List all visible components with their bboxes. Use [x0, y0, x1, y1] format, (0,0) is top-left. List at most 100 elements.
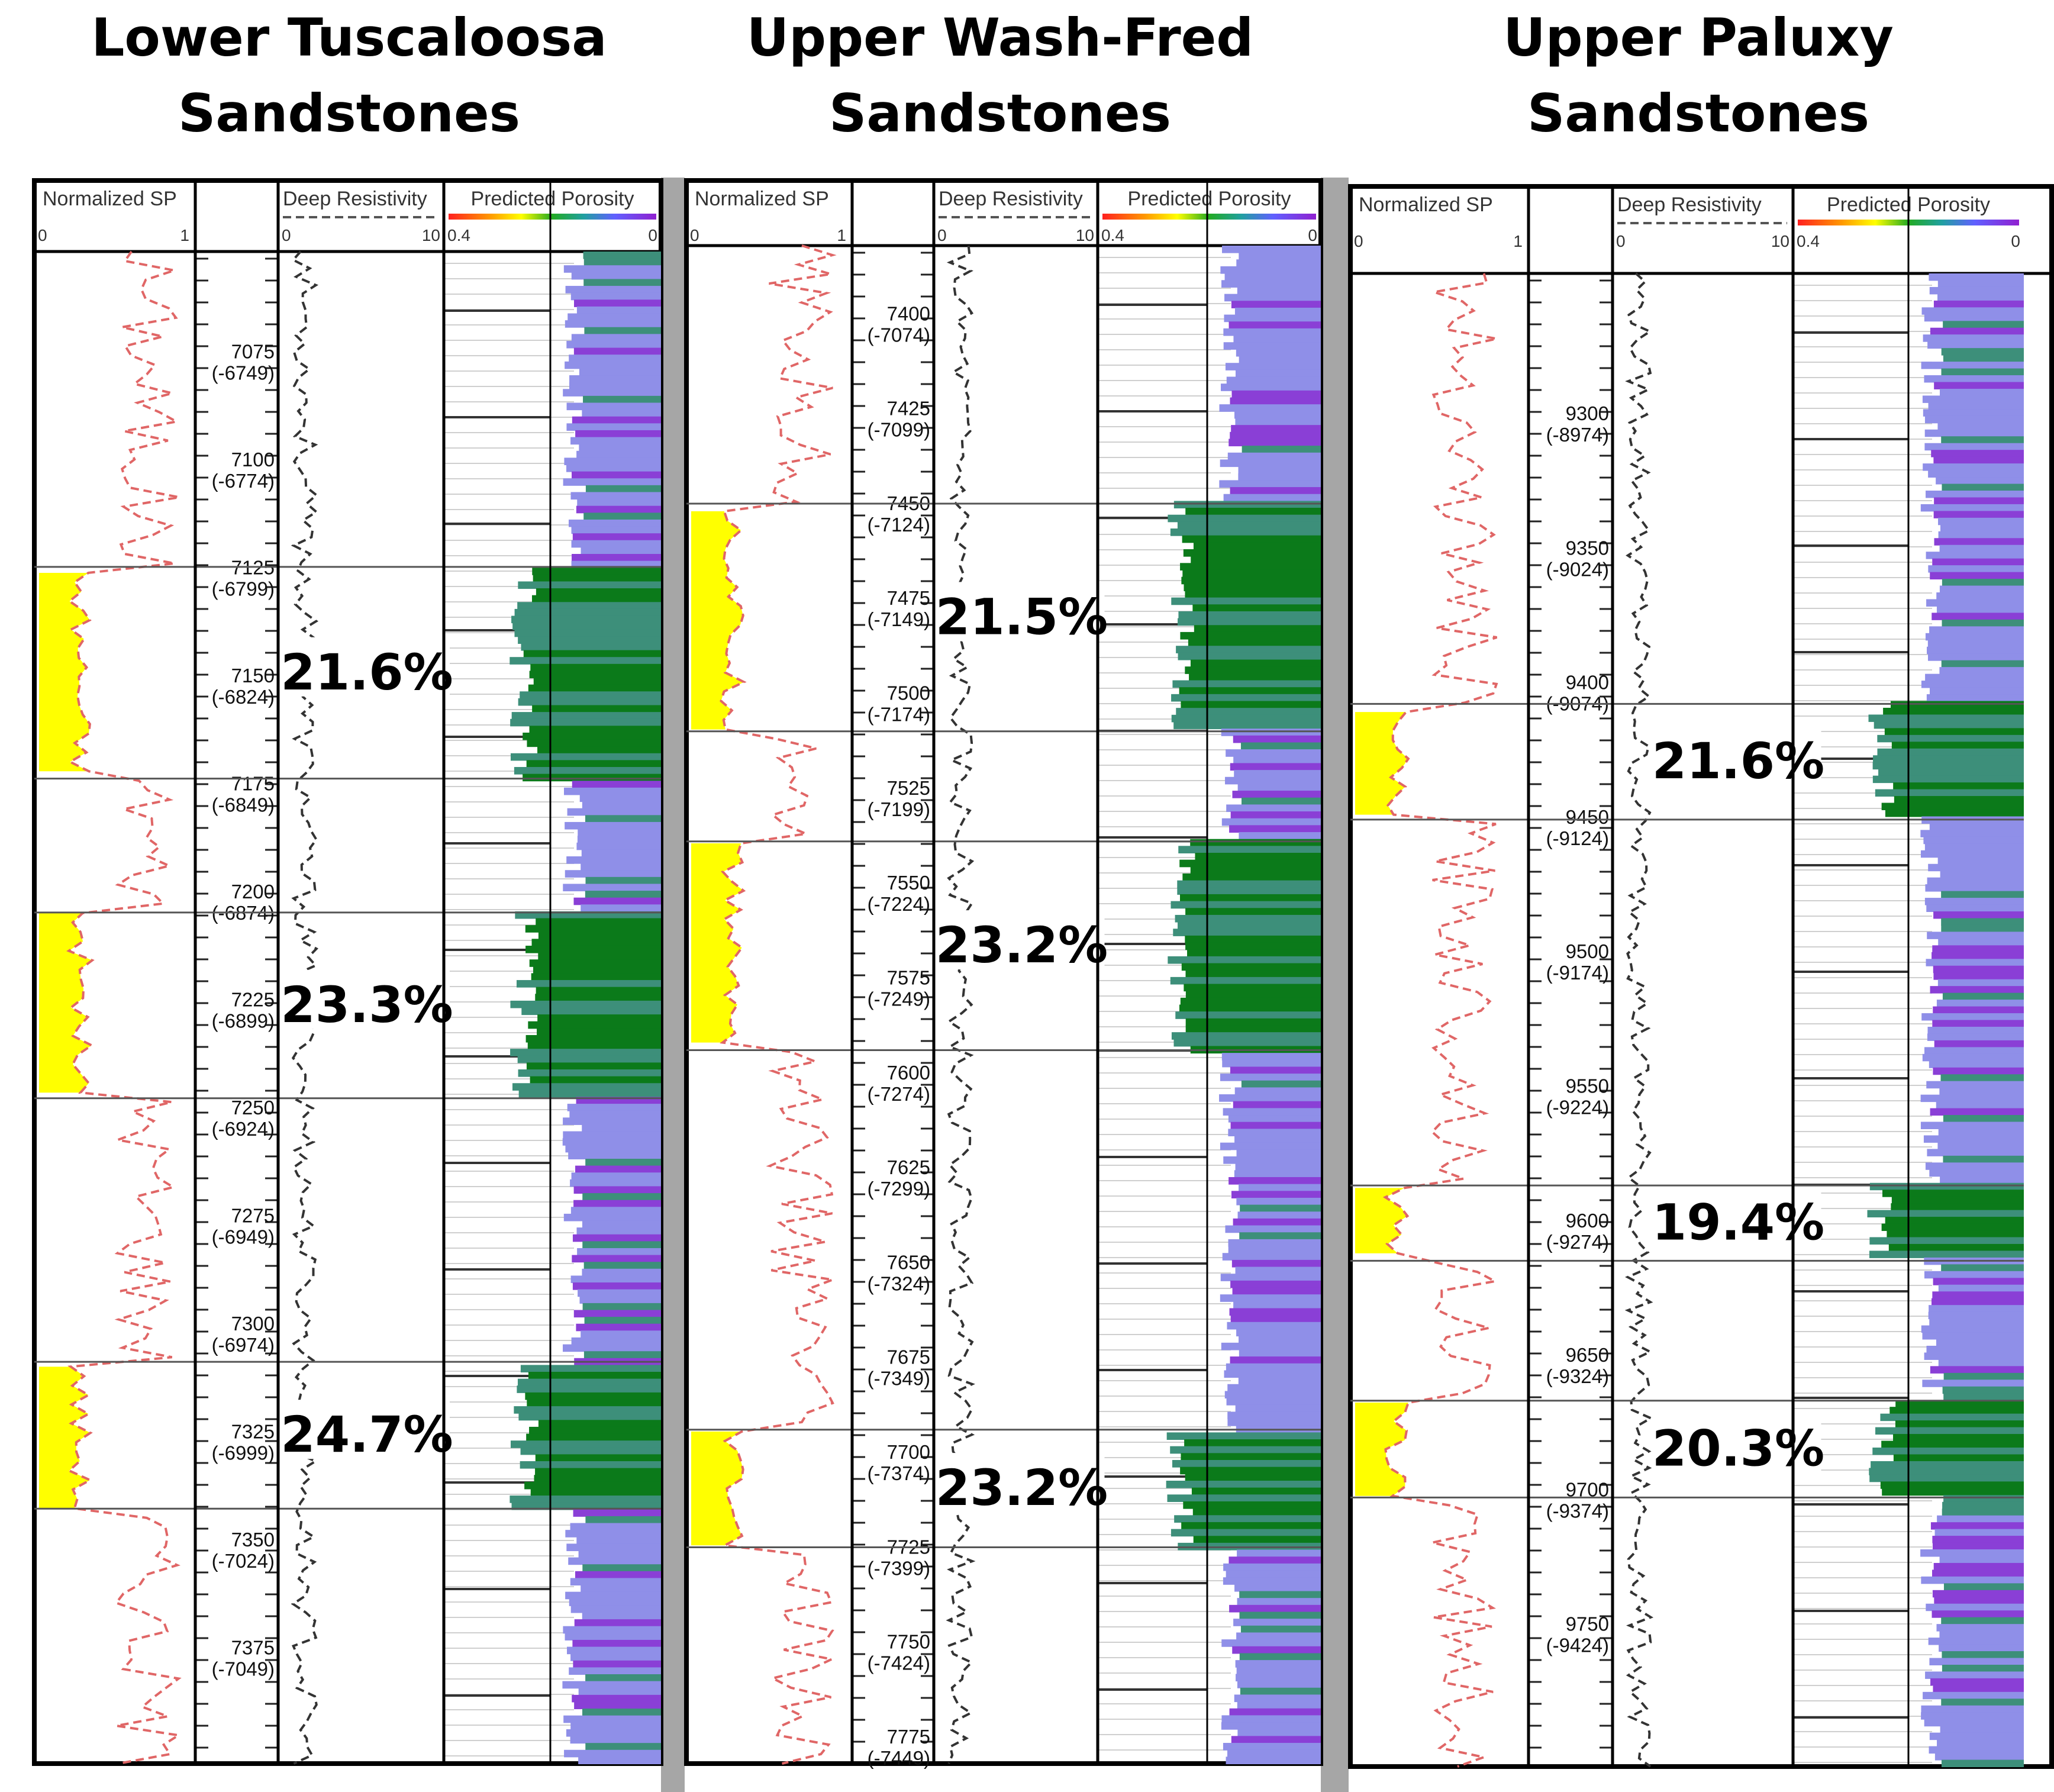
depth-label-tvd: (-7149)	[868, 608, 930, 630]
porosity-band	[517, 1378, 661, 1387]
porosity-band	[564, 1749, 661, 1758]
porosity-band	[1940, 871, 2024, 878]
depth-label-md: 9650	[1566, 1344, 1609, 1366]
porosity-band	[1234, 770, 1321, 778]
porosity-band	[1180, 894, 1321, 902]
porosity-band	[570, 492, 661, 500]
porosity-band	[579, 444, 661, 452]
porosity-band	[1877, 748, 2024, 756]
porosity-band	[518, 1413, 661, 1421]
porosity-band	[583, 513, 661, 520]
porosity-band	[510, 753, 661, 761]
porosity-band	[1927, 877, 2024, 885]
depth-label-tvd: (-9024)	[1546, 558, 1609, 580]
porosity-band	[583, 252, 661, 259]
porosity-band	[523, 773, 661, 782]
porosity-band	[1893, 782, 2024, 790]
porosity-band	[577, 1248, 661, 1256]
porosity-band	[1184, 1439, 1321, 1447]
porosity-band	[1228, 1129, 1321, 1137]
depth-label-tvd: (-7099)	[868, 419, 930, 441]
depth-label-md: 9300	[1566, 402, 1609, 424]
depth-label-md: 7500	[887, 682, 930, 704]
porosity-band	[585, 815, 661, 823]
depth-label-tvd: (-6924)	[212, 1118, 275, 1140]
resistivity-scale-max: 10	[1076, 226, 1094, 244]
porosity-band	[510, 1049, 661, 1056]
porosity-band	[1232, 1287, 1321, 1295]
sp-scale-max: 1	[180, 226, 189, 244]
porosity-band	[1242, 797, 1321, 805]
porosity-band	[563, 1715, 661, 1723]
sp-sand-fill	[39, 572, 90, 772]
sp-sand-fill	[691, 511, 744, 730]
porosity-band	[517, 602, 661, 610]
porosity-band	[1234, 1694, 1321, 1703]
porosity-band	[1926, 490, 2024, 498]
porosity-band	[1932, 952, 2024, 960]
porosity-fill	[1867, 273, 2024, 1767]
porosity-band	[538, 1420, 661, 1427]
porosity-band	[1934, 1597, 2024, 1604]
porosity-band	[570, 1578, 661, 1586]
porosity-band	[518, 698, 661, 706]
porosity-band	[1932, 1020, 2024, 1027]
porosity-band	[1171, 597, 1321, 605]
porosity-band	[1230, 763, 1321, 771]
porosity-band	[1934, 497, 2024, 505]
porosity-band	[577, 836, 661, 843]
porosity-band	[1941, 1759, 2024, 1767]
porosity-band	[1180, 1467, 1321, 1475]
porosity-band	[1178, 618, 1321, 626]
porosity-band	[1185, 508, 1321, 515]
depth-label-tvd: (-9124)	[1546, 827, 1609, 849]
sp-sand-fill	[39, 1366, 91, 1509]
porosity-band	[534, 1475, 661, 1482]
resistivity-scale-min: 0	[937, 226, 947, 244]
porosity-band	[577, 499, 661, 507]
porosity-band	[1173, 721, 1321, 730]
porosity-band	[525, 1034, 661, 1043]
porosity-band	[1924, 1719, 2024, 1727]
porosity-band	[563, 265, 661, 273]
porosity-band	[570, 1275, 661, 1284]
porosity-band	[1185, 1025, 1321, 1033]
porosity-band	[1233, 335, 1321, 343]
porosity-band	[1921, 1705, 2024, 1713]
porosity-band	[1231, 1736, 1321, 1744]
porosity-band	[579, 1296, 661, 1304]
porosity-band	[1230, 397, 1321, 405]
porosity-band	[1924, 1047, 2024, 1055]
porosity-band	[536, 918, 661, 926]
porosity-band	[1924, 443, 2024, 451]
porosity-band	[572, 533, 661, 541]
porosity-band	[1929, 1319, 2024, 1326]
porosity-band	[1933, 1006, 2024, 1014]
porosity-band	[1933, 511, 2024, 518]
porosity-band	[1938, 517, 2024, 526]
porosity-band	[1939, 544, 2024, 553]
porosity-band	[1185, 935, 1321, 943]
porosity-band	[1235, 1404, 1321, 1413]
porosity-band	[582, 801, 661, 809]
porosity-band	[538, 932, 661, 940]
porosity-band	[1894, 796, 2024, 804]
porosity-band	[1172, 680, 1321, 688]
porosity-band	[525, 945, 661, 953]
porosity-band	[565, 1591, 661, 1600]
porosity-band	[1936, 1101, 2024, 1109]
resistivity-track-header: Deep Resistivity	[939, 188, 1083, 210]
porosity-band	[1936, 592, 2024, 600]
depth-label-md: 9750	[1566, 1613, 1609, 1635]
porosity-band	[566, 423, 661, 431]
porosity-band	[1239, 356, 1321, 364]
porosity-band	[1929, 286, 2024, 295]
depth-label-md: 7625	[887, 1156, 930, 1178]
porosity-band	[570, 1179, 661, 1187]
panel-title-upper-paluxy: Upper Paluxy Sandstones	[1503, 7, 1894, 144]
porosity-band	[1930, 1522, 2024, 1530]
interval-porosity-label: 23.3%	[280, 976, 453, 1034]
porosity-band	[1220, 1294, 1321, 1302]
resistivity-curve	[1624, 272, 1654, 1768]
porosity-band	[1219, 480, 1321, 488]
